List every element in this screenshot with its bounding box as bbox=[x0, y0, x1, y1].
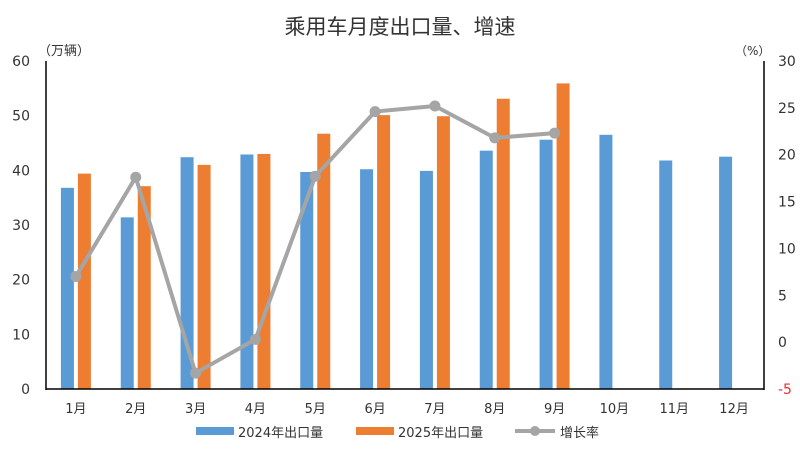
bar-2025-4 bbox=[257, 153, 271, 389]
legend-label-2024: 2024年出口量 bbox=[238, 426, 323, 441]
bar-2024-1 bbox=[60, 187, 74, 389]
bar-2024-7 bbox=[419, 170, 433, 389]
bar-2025-7 bbox=[436, 116, 450, 390]
y2-tick-label: 0 bbox=[778, 335, 787, 351]
growth-rate-point-5 bbox=[309, 170, 321, 182]
legend: 2024年出口量 2025年出口量 增长率 bbox=[196, 425, 599, 441]
y-tick-label: 30 bbox=[12, 218, 30, 234]
bar-2024-5 bbox=[300, 171, 314, 389]
y2-tick-label: 5 bbox=[778, 288, 787, 304]
bar-2024-10 bbox=[599, 134, 613, 389]
legend-label-growth: 增长率 bbox=[560, 425, 599, 441]
bar-2024-11 bbox=[659, 160, 673, 389]
growth-rate-point-7 bbox=[429, 100, 441, 112]
growth-rate-point-8 bbox=[489, 132, 501, 144]
x-tick-label: 7月 bbox=[424, 402, 445, 417]
legend-swatch-2024 bbox=[196, 427, 234, 435]
bar-2025-9 bbox=[556, 83, 570, 389]
x-tick-label: 2月 bbox=[125, 402, 146, 417]
y-axis-unit-label: （万辆） bbox=[38, 44, 90, 59]
x-tick-label: 4月 bbox=[245, 402, 266, 417]
y2-tick-label: 25 bbox=[778, 101, 796, 117]
y2-tick-label: 30 bbox=[778, 54, 796, 70]
x-tick-label: 6月 bbox=[364, 402, 385, 417]
bar-2025-1 bbox=[77, 173, 91, 389]
legend-label-2025: 2025年出口量 bbox=[398, 426, 483, 441]
growth-rate-point-1 bbox=[70, 271, 82, 283]
growth-rate-point-6 bbox=[369, 106, 381, 118]
bar-2024-12 bbox=[719, 156, 733, 389]
y-tick-label: 60 bbox=[12, 54, 30, 70]
bar-2025-2 bbox=[137, 186, 151, 389]
legend-swatch-2025 bbox=[356, 427, 394, 435]
x-tick-label: 9月 bbox=[544, 402, 565, 417]
bar-2024-2 bbox=[120, 217, 134, 389]
y-tick-label: 20 bbox=[12, 273, 30, 289]
growth-rate-point-2 bbox=[130, 171, 142, 183]
growth-rate-point-9 bbox=[549, 127, 561, 139]
x-tick-label: 1月 bbox=[65, 402, 86, 417]
y2-tick-label: -5 bbox=[778, 382, 792, 398]
y2-axis-unit-label: （%） bbox=[735, 44, 770, 58]
y-tick-label: 0 bbox=[21, 382, 30, 398]
x-tick-label: 12月 bbox=[719, 402, 749, 417]
growth-rate-point-4 bbox=[249, 333, 261, 345]
y2-tick-label: 20 bbox=[778, 148, 796, 164]
growth-rate-point-3 bbox=[190, 367, 202, 379]
bar-2024-8 bbox=[479, 150, 493, 389]
bar-2025-6 bbox=[377, 115, 391, 390]
y2-tick-label: 10 bbox=[778, 241, 796, 257]
y-tick-label: 40 bbox=[12, 163, 30, 179]
x-tick-label: 8月 bbox=[484, 402, 505, 417]
y-tick-label: 50 bbox=[12, 109, 30, 125]
x-tick-label: 5月 bbox=[305, 402, 326, 417]
x-tick-label: 11月 bbox=[659, 402, 689, 417]
bar-2024-9 bbox=[539, 139, 553, 389]
x-tick-label: 3月 bbox=[185, 402, 206, 417]
x-tick-label: 10月 bbox=[600, 402, 630, 417]
bar-2025-8 bbox=[496, 98, 510, 389]
bar-2024-4 bbox=[240, 154, 254, 389]
y-tick-label: 10 bbox=[12, 327, 30, 343]
bar-2025-5 bbox=[317, 133, 331, 389]
y2-tick-label: 15 bbox=[778, 195, 796, 211]
chart-title: 乘用车月度出口量、增速 bbox=[285, 15, 516, 39]
bar-2025-3 bbox=[197, 164, 211, 389]
legend-marker-growth bbox=[530, 426, 540, 436]
bar-2024-6 bbox=[360, 169, 374, 389]
